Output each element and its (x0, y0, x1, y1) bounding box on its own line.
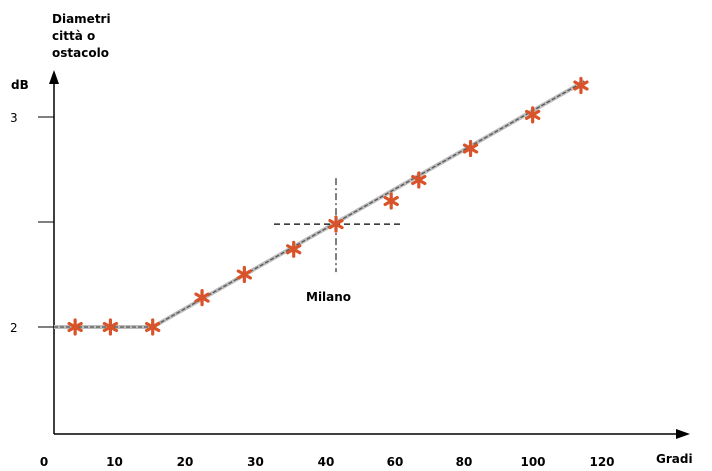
x-tick-label: 40 (318, 455, 335, 469)
data-point-marker (462, 139, 479, 158)
x-tick-label: 20 (177, 455, 194, 469)
x-axis-arrow (676, 429, 690, 439)
data-point-marker (411, 171, 427, 189)
chart-title: Diametri città o ostacolo (52, 12, 111, 60)
x-tick-label: 80 (456, 455, 473, 469)
x-tick-label: 100 (520, 455, 545, 469)
data-point-marker (67, 318, 83, 336)
y-tick-label: 3 (10, 111, 18, 125)
data-point-marker (383, 192, 399, 210)
annotation-milano: Milano (306, 290, 351, 304)
y-axis-label: dB (11, 78, 29, 92)
data-point-marker (328, 215, 344, 233)
data-markers (67, 76, 589, 336)
x-tick-label: 120 (589, 455, 614, 469)
data-point-marker (236, 265, 253, 284)
data-point-marker (145, 318, 161, 336)
x-tick-label: 60 (387, 455, 404, 469)
title-line-2: città o (52, 29, 95, 43)
data-point-marker (573, 76, 589, 95)
data-point-marker (524, 106, 541, 124)
x-tick-label: 30 (247, 455, 264, 469)
data-point-marker (102, 318, 119, 336)
axes (49, 70, 690, 439)
y-tick-label: 2 (10, 321, 18, 335)
y-axis-arrow (49, 70, 59, 84)
y-ticks: 32 (10, 111, 54, 335)
title-line-3: ostacolo (52, 46, 109, 60)
x-tick-label: 10 (106, 455, 123, 469)
data-point-marker (194, 289, 210, 307)
x-axis-label: Gradi (656, 452, 693, 466)
x-tick-label: 0 (40, 455, 48, 469)
x-tick-labels: 0 10 20 30 40 60 80 100 120 (40, 455, 615, 469)
title-line-1: Diametri (52, 12, 111, 26)
data-point-marker (286, 240, 302, 258)
